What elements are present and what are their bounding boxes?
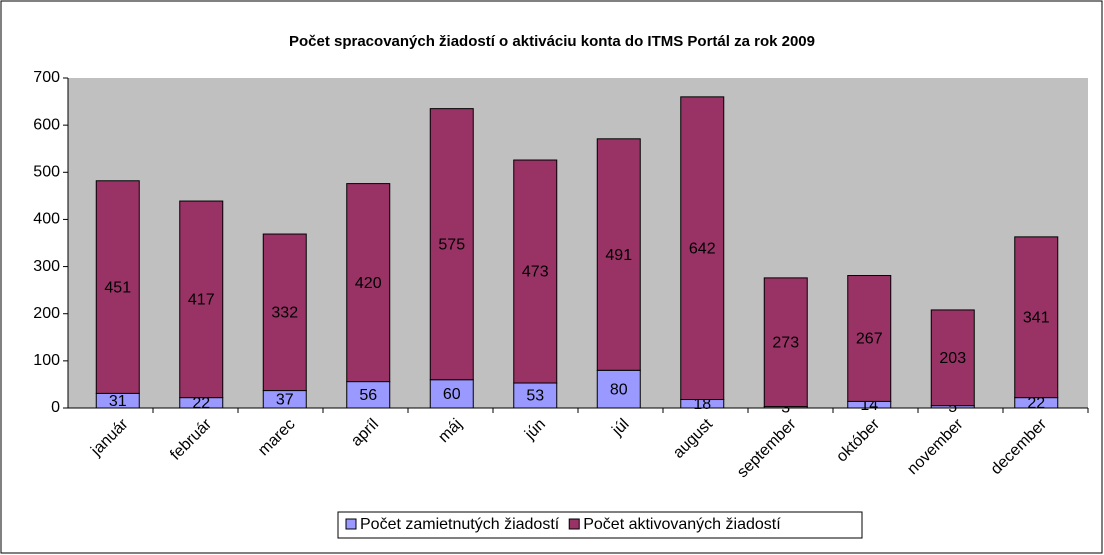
- data-label: 3: [781, 400, 790, 417]
- bar-segment: [346, 381, 391, 409]
- data-label: 60: [443, 386, 461, 403]
- y-tick-label: 200: [33, 305, 60, 322]
- data-label: 22: [1027, 395, 1045, 412]
- y-tick-label: 500: [33, 164, 60, 181]
- data-label: 56: [359, 387, 377, 404]
- bar-segment: [513, 159, 558, 384]
- data-label: 5: [948, 399, 957, 416]
- data-label: 80: [610, 381, 628, 398]
- data-label: 473: [522, 264, 549, 281]
- data-label: 417: [188, 292, 215, 309]
- bar-segment: [1014, 236, 1059, 399]
- bar-segment: [847, 275, 892, 402]
- bar-segment: [95, 180, 140, 394]
- data-label: 575: [438, 236, 465, 253]
- bar-segment: [596, 369, 641, 409]
- data-label: 341: [1023, 309, 1050, 326]
- bar-segment: [179, 200, 224, 399]
- plot-area: [68, 78, 1088, 408]
- bar-segment: [513, 382, 558, 409]
- bar-segment: [429, 379, 474, 409]
- data-label: 451: [104, 279, 131, 296]
- legend-swatch: [345, 518, 357, 530]
- legend-swatch: [568, 518, 580, 530]
- y-tick-label: 400: [33, 211, 60, 228]
- data-label: 332: [271, 305, 298, 322]
- bar-segment: [346, 183, 391, 383]
- data-label: 203: [939, 350, 966, 367]
- bar-segment: [429, 108, 474, 381]
- legend-box: [337, 511, 863, 539]
- data-label: 420: [355, 275, 382, 292]
- data-label: 642: [689, 240, 716, 257]
- y-tick-label: 0: [51, 399, 60, 416]
- y-tick-label: 100: [33, 352, 60, 369]
- y-tick-label: 600: [33, 116, 60, 133]
- data-label: 18: [693, 396, 711, 413]
- y-tick-label: 700: [33, 69, 60, 86]
- legend-label: Počet zamietnutých žiadostí: [360, 516, 560, 533]
- bar-segment: [596, 138, 641, 371]
- y-tick-label: 300: [33, 258, 60, 275]
- data-label: 22: [192, 395, 210, 412]
- data-label: 491: [605, 247, 632, 264]
- chart-title: Počet spracovaných žiadostí o aktiváciu …: [289, 33, 815, 50]
- bar-segment: [262, 233, 307, 392]
- data-label: 31: [109, 393, 127, 410]
- data-label: 273: [772, 334, 799, 351]
- bar-segment: [680, 96, 725, 401]
- data-label: 37: [276, 391, 294, 408]
- legend-label: Počet aktivovaných žiadostí: [583, 516, 781, 533]
- data-label: 53: [526, 388, 544, 405]
- data-label: 267: [856, 331, 883, 348]
- bar-segment: [930, 309, 975, 407]
- bar-segment: [763, 277, 808, 408]
